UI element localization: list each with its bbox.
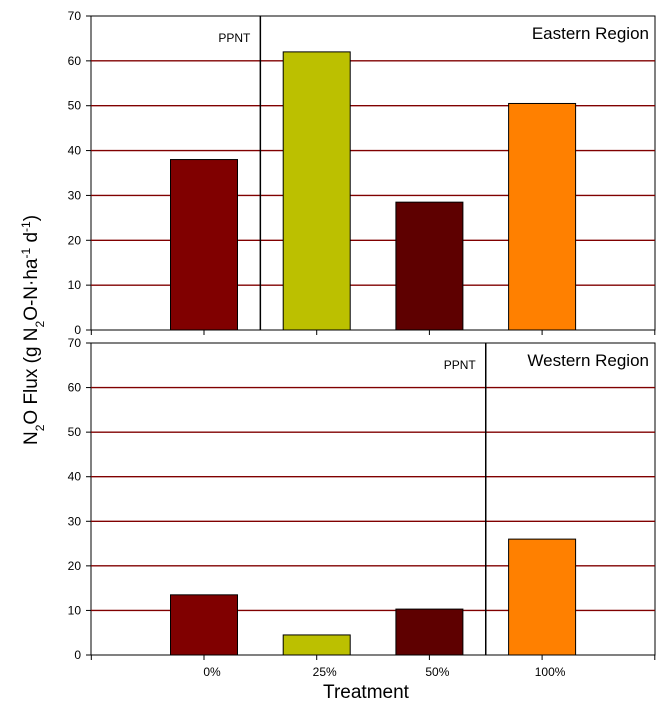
y-tick-label: 10 (68, 278, 82, 292)
ppnt-label: PPNT (218, 31, 251, 45)
region-label: Western Region (527, 351, 649, 370)
y-axis-title-part: ) (21, 215, 42, 221)
bar-50% (395, 608, 464, 656)
bar-100% (508, 102, 577, 331)
y-tick-label: 60 (68, 54, 82, 68)
eastern-region-panel: 0 10 20 30 40 50 60 70 PPNT Eastern Region (68, 9, 656, 337)
x-tick-label: 100% (535, 665, 566, 679)
x-axis-title: Treatment (323, 682, 410, 703)
ppnt-label: PPNT (444, 358, 477, 372)
y-tick-label: 0 (74, 648, 81, 662)
y-axis-title-part: -1 (19, 221, 33, 232)
y-tick-label: 40 (68, 470, 82, 484)
y-axis-title-part: 2 (33, 320, 47, 327)
y-tick-label: 50 (68, 99, 82, 113)
y-tick-label: 60 (68, 381, 82, 395)
x-tick-label: 25% (313, 665, 337, 679)
x-tick-label: 0% (203, 665, 221, 679)
y-tick-label: 70 (68, 336, 82, 350)
bar-100% (508, 538, 577, 656)
y-tick-label: 10 (68, 603, 82, 617)
plot-frame (90, 15, 656, 331)
y-tick-label: 70 (68, 9, 82, 23)
y-tick-label: 50 (68, 425, 82, 439)
x-tick-label: 50% (425, 665, 449, 679)
y-axis-title-part: N (21, 431, 42, 445)
bar-25% (282, 51, 351, 331)
bar-0% (170, 594, 238, 656)
region-label: Eastern Region (532, 24, 649, 43)
bar-25% (282, 634, 351, 656)
bar-0% (170, 159, 238, 331)
y-tick-label: 30 (68, 188, 82, 202)
y-axis-title-part: d (21, 232, 42, 248)
y-axis-title-part: -1 (19, 248, 33, 259)
y-axis-title-part: O Flux (g N (21, 327, 42, 424)
plot-frame (90, 342, 656, 656)
y-tick-label: 30 (68, 514, 82, 528)
y-tick-label: 0 (74, 323, 81, 337)
y-axis-title-part: O-N·ha (21, 258, 42, 321)
y-tick-label: 20 (68, 233, 82, 247)
y-axis-title-part: 2 (33, 424, 47, 431)
x-axis-tick-labels: 0% 25% 50% 100% (203, 665, 565, 679)
y-axis-title: N2O Flux (g N2O-N·ha-1 d-1) (19, 215, 47, 445)
y-tick-label: 20 (68, 559, 82, 573)
y-tick-label: 40 (68, 144, 82, 158)
bar-50% (395, 201, 464, 331)
western-region-panel: 0 10 20 30 40 50 60 70 PPNT Western Region (68, 336, 656, 662)
